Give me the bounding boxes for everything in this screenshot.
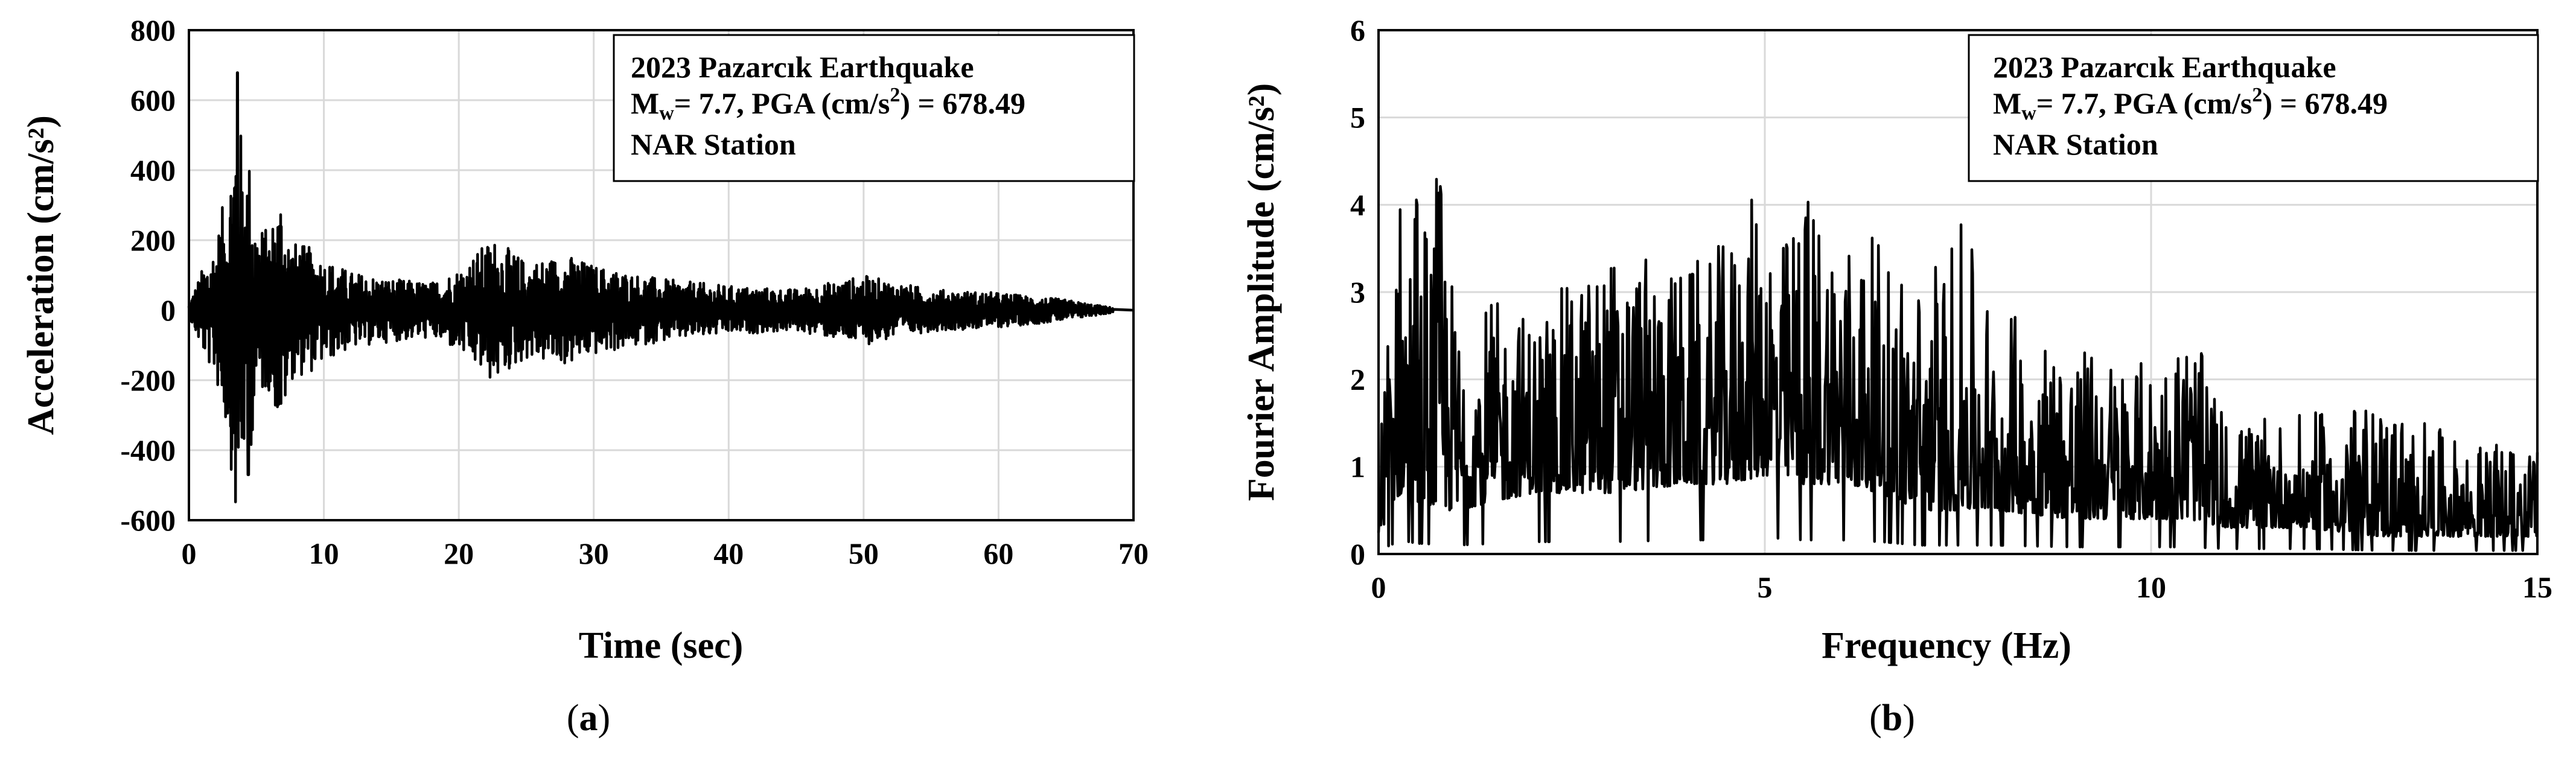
panel-b-y-tick-label-0: 0 — [1350, 537, 1365, 571]
panel-a-x-tick-label-0: 0 — [182, 536, 197, 570]
panel-b-y-tick-label-2: 2 — [1350, 363, 1365, 396]
panel-a: -600 -400 -200 0 200 400 600 800 0 10 20 30 40 50 60 7… — [21, 13, 1149, 739]
panel-b: 0 1 2 3 4 5 6 0 5 10 15 Fourier Amplitude (cm/s²)… — [1241, 13, 2552, 739]
panel-b-y-tick-label-1: 1 — [1350, 450, 1365, 483]
panel-b-y-axis-title: Fourier Amplitude (cm/s²) — [1241, 83, 1282, 501]
panel-b-info-w-subscript: w — [2021, 102, 2036, 124]
panel-b-label: (b) — [1869, 698, 1915, 739]
panel-b-x-tick-label-1: 5 — [1758, 570, 1773, 604]
panel-b-info-box-frame — [1968, 34, 2539, 182]
panel-b-info-magnitude: Mw= 7.7, PGA (cm/s2) = 678.49 — [1993, 84, 2388, 124]
panel-b-y-tick-label-4: 4 — [1350, 188, 1365, 221]
panel-a-acceleration-trace — [187, 71, 1134, 504]
panel-b-x-tick-label-0: 0 — [1371, 570, 1386, 604]
panel-a-y-tick-label-5: 400 — [130, 153, 176, 187]
panel-a-x-tick-label-4: 40 — [713, 536, 744, 570]
panel-a-x-tick-label-1: 10 — [309, 536, 339, 570]
panel-a-y-ticks: -600 -400 -200 0 200 400 600 800 — [120, 13, 176, 537]
panel-b-x-tick-label-2: 10 — [2136, 570, 2166, 604]
panel-a-info-station: NAR Station — [631, 127, 796, 161]
panel-b-y-tick-label-6: 6 — [1350, 13, 1365, 47]
panel-b-y-tick-label-3: 3 — [1350, 275, 1365, 309]
panel-a-x-tick-label-5: 50 — [849, 536, 879, 570]
panel-b-x-axis-title: Frequency (Hz) — [1822, 625, 2071, 666]
panel-a-x-tick-label-6: 60 — [983, 536, 1013, 570]
panel-a-info-pga: = 7.7, PGA (cm/s — [674, 86, 890, 120]
panel-a-x-tick-label-2: 20 — [444, 536, 474, 570]
panel-b-info-pga: = 7.7, PGA (cm/s — [2036, 86, 2252, 120]
panel-a-y-tick-label-2: -200 — [120, 363, 176, 397]
panel-a-plot-frame — [188, 29, 1135, 521]
panel-a-info-box: 2023 Pazarcık Earthquake Mw= 7.7, PGA (c… — [613, 34, 1135, 182]
panel-a-x-tick-label-3: 30 — [579, 536, 609, 570]
panel-a-y-tick-label-3: 0 — [161, 293, 176, 327]
panel-b-info-m: M — [1993, 86, 2021, 120]
panel-a-y-tick-label-7: 800 — [130, 13, 176, 47]
panel-a-label: (a) — [567, 698, 610, 739]
panel-a-x-tick-label-7: 70 — [1118, 536, 1149, 570]
panel-b-x-tick-label-3: 15 — [2522, 570, 2552, 604]
panel-a-info-unit-superscript: 2 — [890, 84, 900, 106]
panel-b-plot-frame — [1377, 29, 2539, 555]
panel-a-info-title: 2023 Pazarcık Earthquake — [631, 50, 974, 84]
panel-b-info-pga-value: ) = 678.49 — [2262, 86, 2388, 120]
panel-b-y-tick-label-5: 5 — [1350, 101, 1365, 135]
panel-b-info-unit-superscript: 2 — [2252, 84, 2262, 106]
panel-a-y-tick-label-0: -600 — [120, 503, 176, 537]
panel-a-info-box-frame — [613, 34, 1135, 182]
panel-a-y-axis-title: Acceleration (cm/s²) — [21, 115, 62, 435]
panel-b-info-title: 2023 Pazarcık Earthquake — [1993, 50, 2336, 84]
panel-a-y-tick-label-1: -400 — [120, 433, 176, 467]
panel-b-info-station: NAR Station — [1993, 127, 2158, 161]
panel-b-info-box: 2023 Pazarcık Earthquake Mw= 7.7, PGA (c… — [1968, 34, 2539, 182]
panel-b-y-ticks: 0 1 2 3 4 5 6 — [1350, 13, 1365, 571]
panel-a-x-axis-title: Time (sec) — [579, 625, 744, 666]
panel-b-fourier-spectrum-trace — [1377, 177, 2539, 552]
panel-a-y-tick-label-4: 200 — [130, 223, 176, 257]
panel-a-info-magnitude: Mw= 7.7, PGA (cm/s2) = 678.49 — [631, 84, 1025, 124]
panel-a-info-pga-value: ) = 678.49 — [900, 86, 1025, 120]
panel-a-info-w-subscript: w — [659, 102, 674, 124]
panel-a-y-tick-label-6: 600 — [130, 83, 176, 117]
panel-b-x-ticks: 0 5 10 15 — [1371, 570, 2553, 604]
panel-a-info-m: M — [631, 86, 659, 120]
panel-a-x-ticks: 0 10 20 30 40 50 60 70 — [182, 536, 1149, 570]
